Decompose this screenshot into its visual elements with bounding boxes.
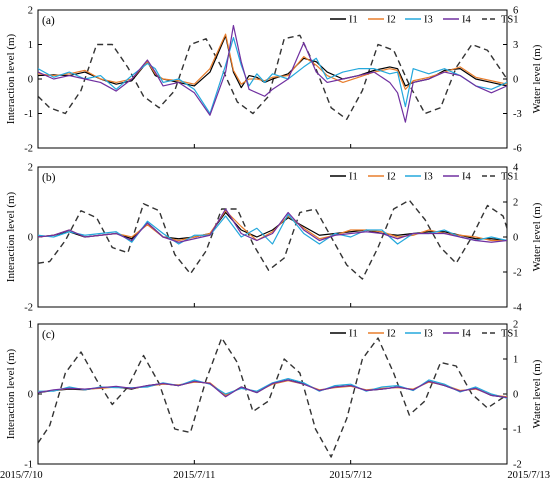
series-line-i1 xyxy=(38,211,507,242)
left-tick-label: 1 xyxy=(28,320,33,331)
right-axis-label: Water level (m) xyxy=(531,202,543,271)
right-tick-label: -4 xyxy=(513,303,522,314)
legend-label-i1: I1 xyxy=(349,329,358,340)
panel-label: (c) xyxy=(42,329,55,341)
left-tick-label: -1 xyxy=(24,109,33,120)
left-axis-label: Interaction level (m) xyxy=(5,191,17,282)
right-tick-label: 0 xyxy=(513,233,518,244)
x-tick-label: 2015/7/11 xyxy=(173,470,215,481)
legend-label-i3: I3 xyxy=(424,172,433,183)
right-tick-label: 0 xyxy=(513,75,518,86)
right-tick-label: -1 xyxy=(513,425,522,436)
right-tick-label: -2 xyxy=(513,268,522,279)
series-line-ts1 xyxy=(38,337,507,458)
legend-label-i4: I4 xyxy=(462,172,471,183)
x-tick-label: 2015/7/10 xyxy=(0,470,43,481)
right-tick-label: 0 xyxy=(513,390,518,401)
panels: 2 1 0 -1 -2 6 3 0 -3 -6 Interaction level (m) Water… xyxy=(0,6,550,482)
right-tick-label: 2 xyxy=(513,320,518,331)
left-tick-label: -2 xyxy=(24,144,33,155)
series-line-i2 xyxy=(38,210,507,242)
left-tick-label: 0 xyxy=(28,233,33,244)
panel-2: 2 0 -2 4 2 0 -2 -4 Interaction level (m) Water le… xyxy=(5,163,543,314)
legend-label-i4: I4 xyxy=(462,15,471,26)
right-tick-label: -6 xyxy=(513,144,522,155)
left-tick-label: 2 xyxy=(28,6,33,17)
legend-label-i3: I3 xyxy=(424,329,433,340)
right-tick-label: 3 xyxy=(513,40,518,51)
right-tick-label: 2 xyxy=(513,198,518,209)
panel-label: (a) xyxy=(42,15,55,27)
legend-label-i3: I3 xyxy=(424,15,433,26)
legend-label-i1: I1 xyxy=(349,172,358,183)
panel-1: 2 1 0 -1 -2 6 3 0 -3 -6 Interaction level (m) Water… xyxy=(5,6,543,155)
right-tick-label: 6 xyxy=(513,6,518,17)
series-line-i2 xyxy=(38,380,507,398)
plot-frame xyxy=(37,323,508,465)
left-axis-label: Interaction level (m) xyxy=(5,348,17,439)
legend-label-i1: I1 xyxy=(349,15,358,26)
left-tick-label: 2 xyxy=(28,163,33,174)
left-tick-label: -1 xyxy=(24,460,33,471)
x-tick-label: 2015/7/13 xyxy=(507,470,550,481)
legend-label-ts1: TS1 xyxy=(501,172,519,183)
series-line-i3 xyxy=(38,37,507,115)
left-axis-label: Interaction level (m) xyxy=(5,33,17,124)
series-line-ts1 xyxy=(38,199,507,280)
right-tick-label: 1 xyxy=(513,355,518,366)
legend-label-i4: I4 xyxy=(462,329,471,340)
left-tick-label: 0 xyxy=(28,75,33,86)
panel-3: 1 0 -1 2 1 0 -1 -2 2015/7/10 2015/7/11 2015/7/12 20… xyxy=(0,320,550,482)
plot-frame xyxy=(37,166,508,308)
right-tick-label: -2 xyxy=(513,460,522,471)
right-axis-label: Water level (m) xyxy=(531,44,543,113)
legend-label-i2: I2 xyxy=(387,329,396,340)
series-line-i3 xyxy=(38,378,507,399)
left-tick-label: -2 xyxy=(24,303,33,314)
left-tick-label: 0 xyxy=(28,390,33,401)
left-tick-label: 1 xyxy=(28,40,33,51)
series-line-i4 xyxy=(38,379,507,399)
panel-label: (b) xyxy=(42,172,56,184)
x-tick-label: 2015/7/12 xyxy=(329,470,372,481)
right-tick-label: -3 xyxy=(513,109,522,120)
legend-label-ts1: TS1 xyxy=(501,15,519,26)
right-axis-label: Water level (m) xyxy=(531,359,543,428)
legend-label-i2: I2 xyxy=(387,172,396,183)
series-line-i4 xyxy=(38,24,507,123)
right-tick-label: 4 xyxy=(513,163,519,174)
series-line-ts1 xyxy=(38,34,507,120)
series-line-i4 xyxy=(38,208,507,243)
legend-label-i2: I2 xyxy=(387,15,396,26)
legend-label-ts1: TS1 xyxy=(501,329,519,340)
